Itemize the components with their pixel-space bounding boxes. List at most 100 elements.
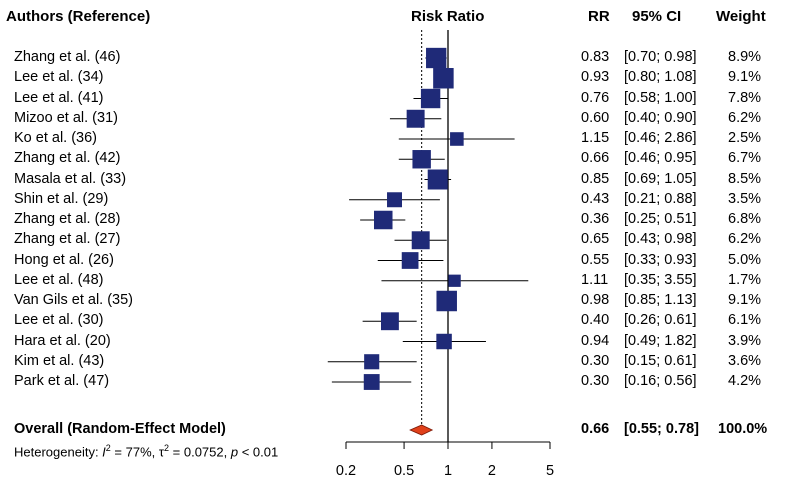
study-weight: 6.7% — [728, 150, 762, 167]
study-marker — [411, 231, 430, 250]
study-marker — [427, 169, 448, 190]
study-rr: 0.98 — [581, 292, 610, 308]
study-rr: 0.76 — [581, 89, 610, 106]
study-marker — [364, 354, 380, 370]
study-author: Park et al. (47) — [14, 373, 110, 389]
study-author: Lee et al. (48) — [14, 271, 104, 288]
header-rr: RR — [588, 8, 610, 25]
study-weight: 4.2% — [728, 373, 762, 389]
study-rr: 0.93 — [581, 69, 610, 86]
study-author: Zhang et al. (42) — [14, 150, 121, 167]
study-author: Ko et al. (36) — [14, 130, 98, 146]
header-ci: 95% CI — [632, 8, 682, 25]
study-rr: 0.66 — [581, 150, 610, 167]
study-ci: [0.26; 0.61] — [624, 312, 697, 329]
study-weight: 6.2% — [728, 231, 762, 248]
study-ci: [0.80; 1.08] — [624, 69, 697, 86]
study-author: Zhang et al. (46) — [14, 49, 121, 65]
study-marker — [420, 88, 441, 109]
study-rr: 0.94 — [581, 332, 610, 349]
study-marker — [406, 109, 425, 128]
study-ci: [0.16; 0.56] — [624, 373, 697, 389]
header-risk-ratio: Risk Ratio — [411, 8, 485, 25]
header-weight: Weight — [716, 8, 766, 25]
study-author: Lee et al. (30) — [14, 312, 104, 329]
overall-diamond — [409, 424, 434, 436]
study-weight: 6.1% — [728, 312, 762, 329]
study-weight: 6.8% — [728, 211, 762, 227]
study-author: Hara et al. (20) — [14, 332, 111, 349]
heterogeneity-prefix: Heterogeneity: — [14, 444, 103, 460]
header-authors: Authors (Reference) — [6, 8, 151, 25]
x-tick-label: 5 — [546, 463, 554, 479]
overall-weight: 100.0% — [718, 421, 768, 437]
study-marker — [450, 132, 464, 146]
study-ci: [0.43; 0.98] — [624, 231, 697, 248]
study-author: Van Gils et al. (35) — [14, 292, 134, 308]
study-ci: [0.58; 1.00] — [624, 89, 697, 106]
study-author: Lee et al. (41) — [14, 89, 104, 106]
study-rr: 0.36 — [581, 211, 610, 227]
study-weight: 3.6% — [728, 352, 762, 369]
study-weight: 7.8% — [728, 89, 762, 106]
study-weight: 9.1% — [728, 292, 762, 308]
heterogeneity-tau2-value: = 0.0752, — [169, 444, 231, 460]
study-ci: [0.15; 0.61] — [624, 352, 697, 369]
x-tick-label: 2 — [488, 463, 496, 479]
study-author: Masala et al. (33) — [14, 170, 127, 187]
overall-label: Overall (Random-Effect Model) — [14, 421, 226, 437]
heterogeneity-tau2-symbol: τ — [158, 444, 165, 460]
study-marker — [436, 333, 452, 350]
study-rr: 0.40 — [581, 312, 610, 329]
study-weight: 1.7% — [728, 271, 762, 288]
study-marker — [433, 68, 454, 89]
heterogeneity-i2-symbol: I — [102, 444, 106, 460]
x-tick-label: 1 — [444, 463, 452, 479]
heterogeneity-i2-value: = 77%, — [110, 444, 159, 460]
study-weight: 3.5% — [728, 190, 762, 207]
study-ci: [0.25; 0.51] — [624, 211, 697, 227]
x-tick-label: 0.2 — [336, 463, 356, 479]
study-ci: [0.70; 0.98] — [624, 49, 697, 65]
heterogeneity-stats: Heterogeneity: I2 = 77%, τ2 = 0.0752, p … — [14, 443, 278, 459]
overall-rr: 0.66 — [581, 421, 610, 437]
study-marker — [401, 252, 419, 269]
study-author: Kim et al. (43) — [14, 352, 105, 369]
study-weight: 2.5% — [728, 130, 762, 146]
overall-ci: [0.55; 0.78] — [624, 421, 699, 437]
study-author: Hong et al. (26) — [14, 251, 114, 268]
study-rr: 1.11 — [581, 271, 609, 288]
study-ci: [0.46; 0.95] — [624, 150, 697, 167]
study-marker — [373, 210, 393, 230]
study-rr: 0.85 — [581, 170, 610, 187]
study-rr: 0.30 — [581, 352, 610, 369]
study-author: Zhang et al. (28) — [14, 211, 121, 227]
study-rr: 0.83 — [581, 49, 610, 65]
heterogeneity-p-value: < 0.01 — [238, 444, 279, 460]
study-marker — [363, 374, 380, 390]
heterogeneity-tau2-sup: 2 — [164, 443, 170, 453]
study-rr: 0.43 — [581, 190, 610, 207]
study-marker — [448, 274, 461, 287]
study-ci: [0.35; 3.55] — [624, 271, 697, 288]
study-weight: 9.1% — [728, 69, 762, 86]
study-marker — [387, 192, 403, 208]
x-tick-label: 0.5 — [394, 463, 414, 479]
study-ci: [0.33; 0.93] — [624, 251, 697, 268]
study-marker — [436, 290, 457, 312]
study-ci: [0.69; 1.05] — [624, 170, 697, 187]
study-author: Shin et al. (29) — [14, 190, 109, 207]
study-marker — [381, 312, 399, 331]
study-author: Lee et al. (34) — [14, 69, 104, 86]
study-weight: 5.0% — [728, 251, 762, 268]
heterogeneity-p-symbol: p — [230, 444, 239, 460]
study-ci: [0.46; 2.86] — [624, 130, 697, 146]
study-weight: 8.5% — [728, 170, 762, 187]
study-weight: 8.9% — [728, 49, 762, 65]
study-ci: [0.40; 0.90] — [624, 109, 697, 126]
study-rr: 0.30 — [581, 373, 610, 389]
study-author: Mizoo et al. (31) — [14, 109, 118, 126]
study-rr: 0.65 — [581, 231, 610, 248]
study-weight: 3.9% — [728, 332, 762, 349]
study-ci: [0.85; 1.13] — [624, 292, 697, 308]
